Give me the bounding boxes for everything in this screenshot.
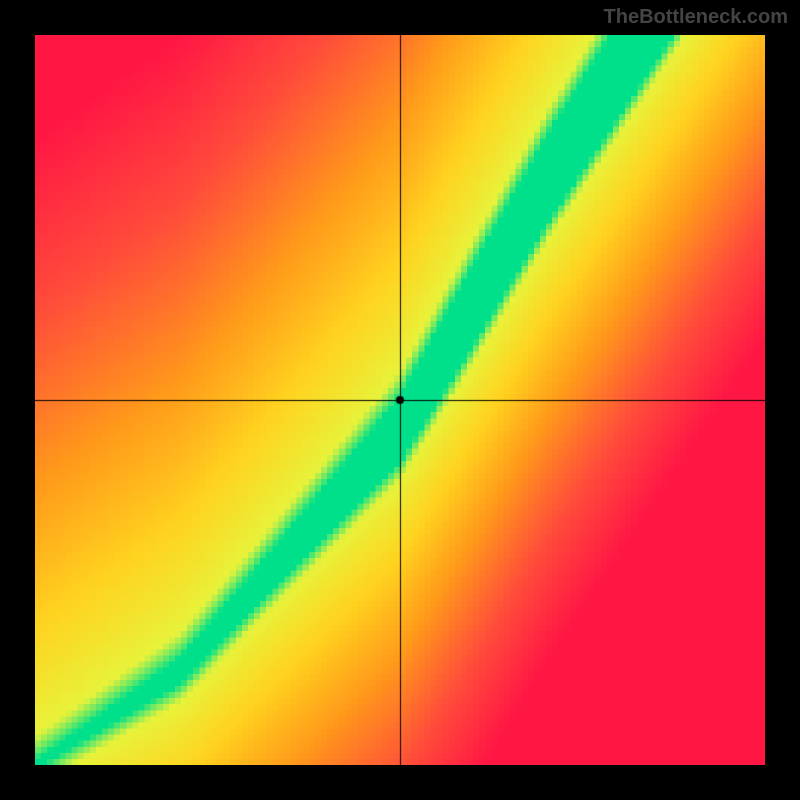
watermark-text: TheBottleneck.com xyxy=(604,6,788,29)
chart-container: TheBottleneck.com xyxy=(0,0,800,800)
crosshair-overlay xyxy=(35,35,765,765)
